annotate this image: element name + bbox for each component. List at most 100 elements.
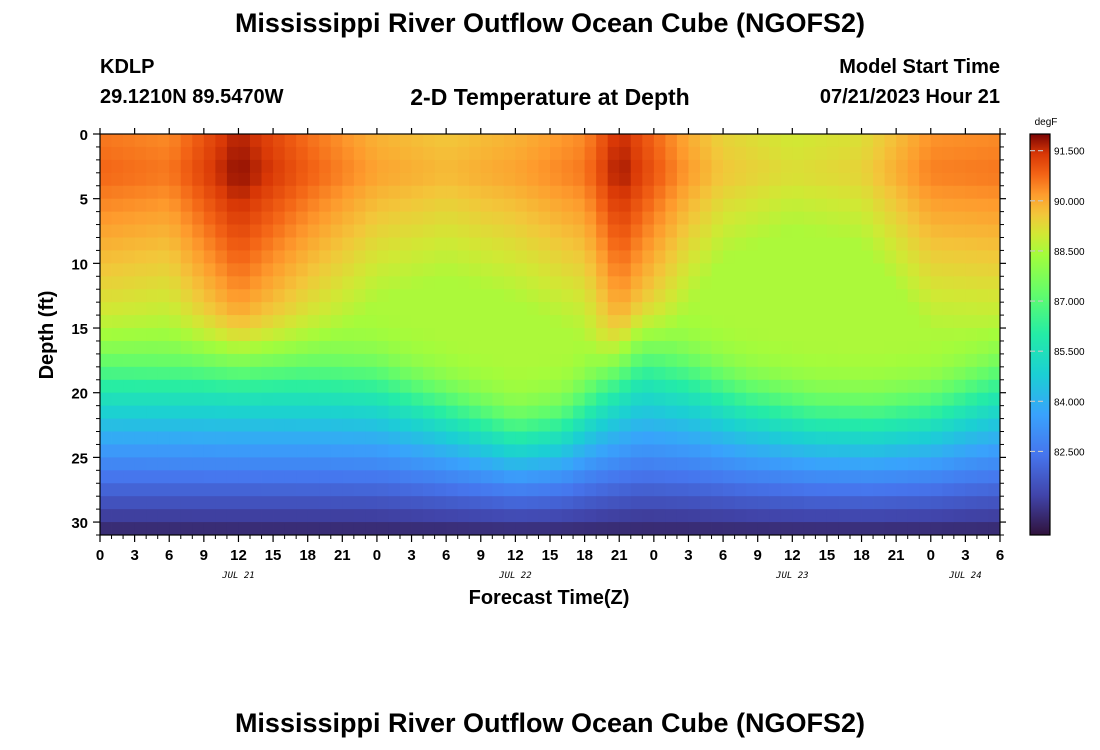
heatmap-cell bbox=[469, 392, 482, 407]
heatmap-cell bbox=[896, 340, 909, 355]
heatmap-cell bbox=[353, 328, 366, 342]
heatmap-cell bbox=[561, 405, 574, 419]
heatmap-cell bbox=[873, 134, 886, 148]
heatmap-cell bbox=[907, 315, 920, 329]
heatmap-cell bbox=[111, 289, 124, 303]
heatmap-cell bbox=[561, 483, 574, 497]
heatmap-cell bbox=[607, 302, 620, 316]
heatmap-cell bbox=[976, 263, 989, 277]
heatmap-cell bbox=[607, 457, 620, 471]
heatmap-cell bbox=[307, 392, 320, 407]
heatmap-cell bbox=[688, 418, 701, 432]
heatmap-cell bbox=[526, 276, 539, 290]
heatmap-cell bbox=[365, 431, 378, 445]
heatmap-cell bbox=[607, 134, 620, 148]
heatmap-cell bbox=[757, 392, 770, 407]
heatmap-cell bbox=[734, 379, 747, 394]
heatmap-cell bbox=[596, 470, 609, 484]
heatmap-cell bbox=[180, 134, 193, 148]
heatmap-cell bbox=[146, 379, 159, 394]
heatmap-cell bbox=[942, 237, 955, 251]
heatmap-cell bbox=[203, 470, 216, 484]
heatmap-cell bbox=[203, 224, 216, 238]
heatmap-cell bbox=[203, 302, 216, 316]
heatmap-cell bbox=[526, 509, 539, 523]
heatmap-cell bbox=[734, 457, 747, 471]
heatmap-cell bbox=[192, 418, 205, 432]
heatmap-cell bbox=[250, 146, 262, 161]
heatmap-cell bbox=[746, 315, 759, 329]
heatmap-cell bbox=[330, 496, 343, 510]
heatmap-cell bbox=[365, 289, 378, 303]
heatmap-cell bbox=[192, 172, 205, 187]
heatmap-cell bbox=[746, 328, 759, 342]
x-date-label: JUL 23 bbox=[775, 571, 809, 581]
heatmap-cell bbox=[550, 224, 562, 238]
heatmap-cell bbox=[965, 302, 978, 316]
heatmap-cell bbox=[203, 263, 216, 277]
heatmap-cell bbox=[723, 237, 736, 251]
heatmap-cell bbox=[596, 366, 609, 381]
heatmap-cell bbox=[803, 405, 816, 419]
heatmap-cell bbox=[850, 496, 862, 510]
heatmap-cell bbox=[850, 211, 862, 225]
heatmap-cell bbox=[873, 379, 886, 394]
station-id: KDLP bbox=[100, 56, 155, 78]
heatmap-cell bbox=[884, 340, 897, 355]
heatmap-cell bbox=[180, 276, 193, 290]
heatmap-cell bbox=[134, 185, 147, 200]
heatmap-cell bbox=[388, 522, 401, 536]
heatmap-cell bbox=[792, 237, 805, 251]
heatmap-cell bbox=[884, 366, 897, 381]
heatmap-cell bbox=[469, 146, 482, 161]
heatmap-cell bbox=[988, 237, 1001, 251]
heatmap-cell bbox=[250, 457, 262, 471]
heatmap-cell bbox=[826, 444, 839, 458]
heatmap-cell bbox=[538, 328, 551, 342]
heatmap-cell bbox=[953, 224, 966, 238]
x-axis: 0 3 6 9 12 15 18 21 0 3 6 9 12 15 18 21 0 3 6 9 12 15 18 21 0 3 6J… bbox=[96, 128, 1004, 581]
heatmap-cell bbox=[157, 444, 170, 458]
heatmap-cell bbox=[919, 392, 932, 407]
heatmap-cell bbox=[711, 302, 724, 316]
heatmap-cell bbox=[930, 392, 943, 407]
heatmap-cell bbox=[873, 328, 886, 342]
x-tick-label: 15 bbox=[265, 547, 282, 564]
heatmap-cell bbox=[838, 470, 851, 484]
heatmap-cell bbox=[515, 276, 528, 290]
heatmap-cell bbox=[296, 340, 309, 355]
heatmap-cell bbox=[838, 418, 851, 432]
heatmap-cell bbox=[423, 289, 436, 303]
heatmap-cell bbox=[192, 379, 205, 394]
heatmap-cell bbox=[988, 276, 1001, 290]
heatmap-cell bbox=[434, 328, 447, 342]
heatmap-cell bbox=[642, 159, 655, 174]
heatmap-cell bbox=[423, 134, 436, 148]
heatmap-cell bbox=[596, 172, 609, 187]
heatmap-cell bbox=[734, 237, 747, 251]
heatmap-cell bbox=[861, 366, 874, 381]
heatmap-cell bbox=[561, 185, 574, 200]
heatmap-cell bbox=[642, 522, 655, 536]
heatmap-cell bbox=[561, 522, 574, 536]
heatmap-cell bbox=[423, 353, 436, 368]
heatmap-cell bbox=[838, 237, 851, 251]
heatmap-cell bbox=[169, 340, 182, 355]
heatmap-cell bbox=[492, 522, 505, 536]
heatmap-cell bbox=[850, 289, 862, 303]
heatmap-cell bbox=[757, 457, 770, 471]
heatmap-cell bbox=[203, 328, 216, 342]
heatmap-cell bbox=[873, 224, 886, 238]
heatmap-cell bbox=[607, 263, 620, 277]
heatmap-cell bbox=[538, 211, 551, 225]
heatmap-cell bbox=[942, 328, 955, 342]
heatmap-cell bbox=[838, 185, 851, 200]
heatmap-cell bbox=[896, 444, 909, 458]
heatmap-cell bbox=[100, 483, 112, 497]
heatmap-cell bbox=[642, 392, 655, 407]
heatmap-cell bbox=[630, 315, 643, 329]
heatmap-cell bbox=[250, 172, 262, 187]
heatmap-cell bbox=[342, 289, 355, 303]
heatmap-cell bbox=[607, 405, 620, 419]
heatmap-cell bbox=[873, 159, 886, 174]
